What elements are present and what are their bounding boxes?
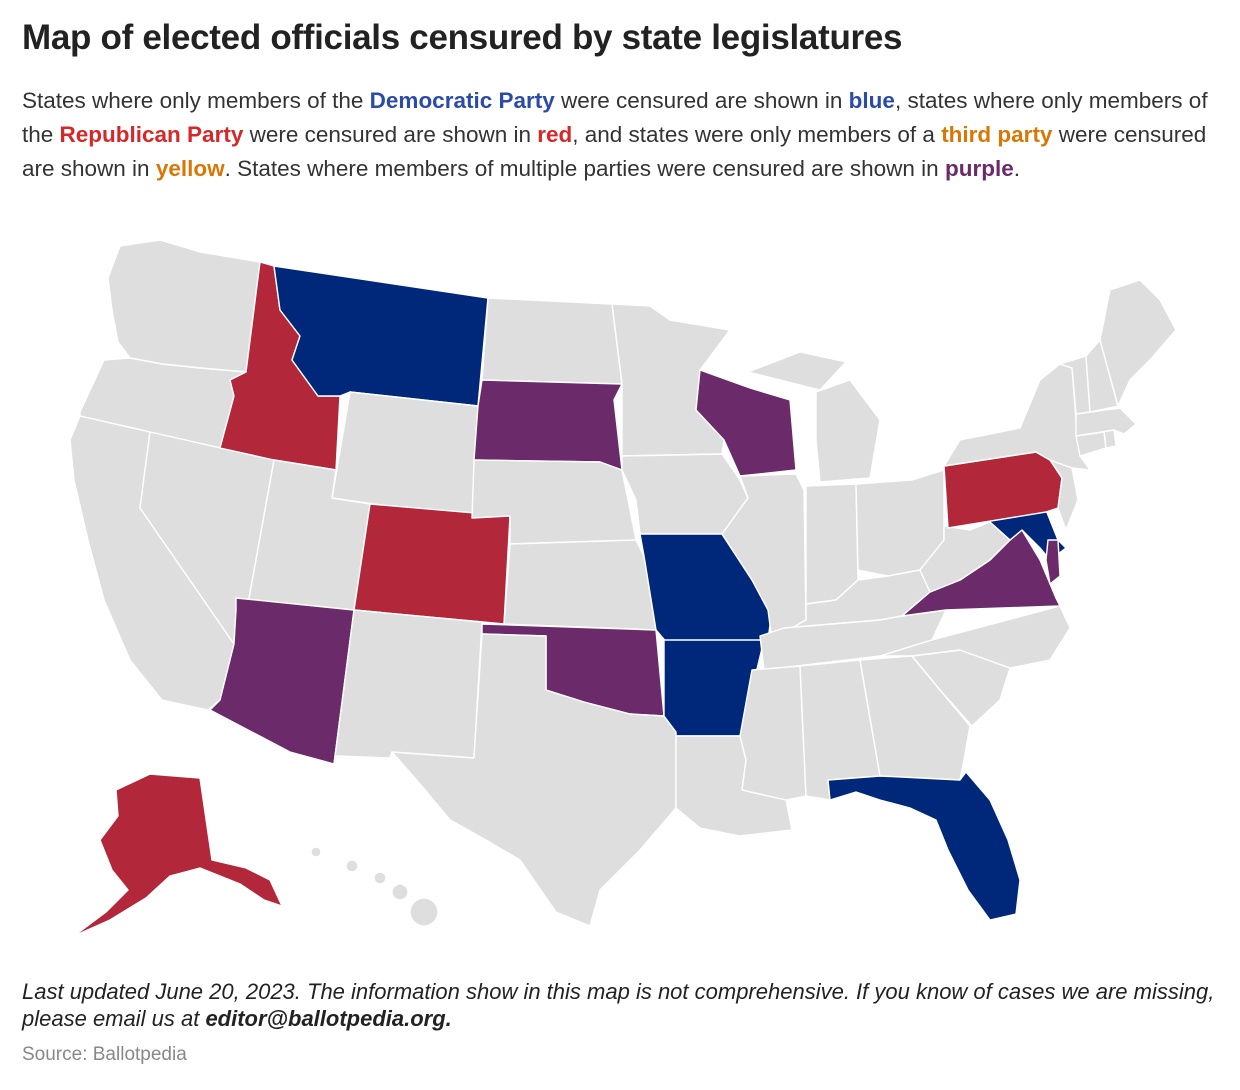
subtitle-text: , and states were only members of a (572, 122, 942, 147)
state-maine[interactable] (1099, 279, 1177, 407)
chart-title: Map of elected officials censured by sta… (22, 18, 903, 57)
state-iowa[interactable] (621, 453, 749, 535)
chart-subtitle: States where only members of the Democra… (22, 84, 1218, 186)
state-texas[interactable] (391, 633, 677, 927)
hawaii-island-oahu (345, 859, 359, 873)
state-wyoming[interactable] (331, 391, 479, 519)
state-delaware[interactable] (1045, 539, 1061, 585)
legend-red: red (537, 122, 573, 147)
state-kansas[interactable] (503, 539, 657, 631)
hawaii-island-molokai (373, 871, 387, 885)
state-new-mexico[interactable] (333, 609, 483, 765)
contact-email[interactable]: editor@ballotpedia.org. (205, 1006, 452, 1031)
subtitle-text: . (1013, 156, 1020, 181)
legend-blue: blue (848, 88, 895, 113)
state-maryland[interactable] (969, 509, 1067, 561)
state-vermont[interactable] (1059, 355, 1091, 415)
legend-third-party: third party (941, 122, 1053, 147)
subtitle-text: were censured are shown in (22, 122, 1207, 181)
state-massachusetts[interactable] (1075, 407, 1137, 437)
state-washington[interactable] (107, 239, 261, 373)
us-map-svg (69, 239, 1177, 937)
subtitle-text: , states where only members of the (22, 88, 1208, 147)
state-florida[interactable] (827, 771, 1021, 921)
subtitle-text: . States where members of multiple parti… (224, 156, 945, 181)
subtitle-text: were censured are shown in (554, 88, 849, 113)
hawaii-island-big-island (409, 897, 439, 927)
hawaii-island-kauai (310, 846, 322, 858)
hawaii-island-maui (391, 883, 409, 901)
legend-democratic-party: Democratic Party (369, 88, 555, 113)
footnote-text: Last updated June 20, 2023. The informat… (22, 979, 1215, 1031)
state-hawaii[interactable] (310, 846, 439, 927)
footnote: Last updated June 20, 2023. The informat… (22, 978, 1218, 1032)
state-rhode-island[interactable] (1103, 429, 1117, 449)
subtitle-text: were censured are shown in (243, 122, 538, 147)
state-wisconsin[interactable] (695, 369, 797, 477)
subtitle-text: States where only members of the (22, 88, 370, 113)
state-michigan[interactable] (747, 351, 881, 483)
state-mississippi[interactable] (739, 665, 807, 801)
state-colorado[interactable] (353, 503, 511, 625)
state-illinois[interactable] (721, 473, 807, 641)
source-credit: Source: Ballotpedia (22, 1044, 187, 1065)
state-montana[interactable] (273, 265, 489, 407)
state-south-dakota[interactable] (473, 379, 623, 471)
state-alaska[interactable] (73, 773, 283, 937)
state-indiana[interactable] (805, 483, 859, 605)
state-north-carolina[interactable] (879, 605, 1071, 669)
legend-republican-party: Republican Party (59, 122, 244, 147)
legend-purple: purple (944, 156, 1014, 181)
state-north-dakota[interactable] (481, 297, 623, 385)
legend-yellow: yellow (155, 156, 225, 181)
state-new-york[interactable] (943, 363, 1091, 471)
us-states-map (0, 228, 1240, 968)
